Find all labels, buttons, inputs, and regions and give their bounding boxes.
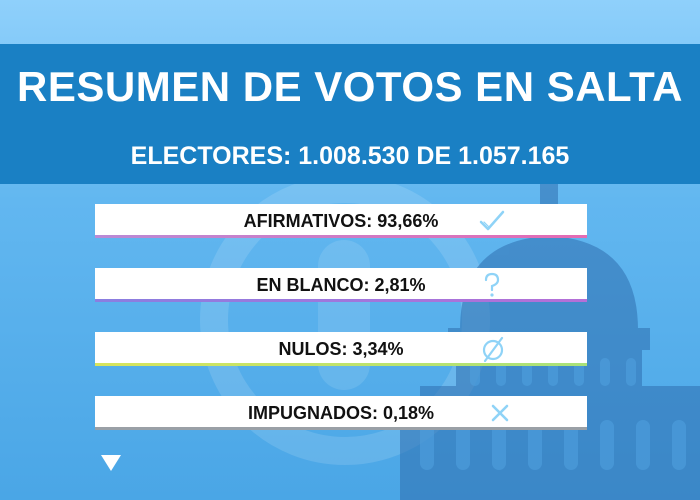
header-banner [0, 44, 700, 184]
result-label: IMPUGNADOS: 0,18% [247, 403, 435, 423]
result-label: AFIRMATIVOS: 93,66% [243, 211, 439, 231]
down-arrow-icon[interactable] [100, 454, 122, 472]
question-mark-icon [484, 272, 500, 297]
row-underline [95, 299, 587, 302]
result-row-nulos: NULOS: 3,34% [95, 332, 587, 366]
result-label: EN BLANCO: 2,81% [256, 275, 426, 295]
row-underline [95, 363, 587, 366]
background-bar-decoration [318, 240, 370, 390]
result-row-en-blanco: EN BLANCO: 2,81% [95, 268, 587, 302]
page-title: RESUMEN DE VOTOS EN SALTA [17, 63, 683, 110]
result-label: NULOS: 3,34% [278, 339, 404, 359]
x-icon [491, 404, 509, 422]
result-row-impugnados: IMPUGNADOS: 0,18% [95, 396, 587, 430]
row-underline [95, 427, 587, 430]
electors-subtitle: ELECTORES: 1.008.530 DE 1.057.165 [130, 142, 570, 170]
check-icon [479, 210, 505, 231]
empty-set-icon [482, 336, 504, 362]
row-underline [95, 235, 587, 238]
result-row-afirmativos: AFIRMATIVOS: 93,66% [95, 204, 587, 238]
